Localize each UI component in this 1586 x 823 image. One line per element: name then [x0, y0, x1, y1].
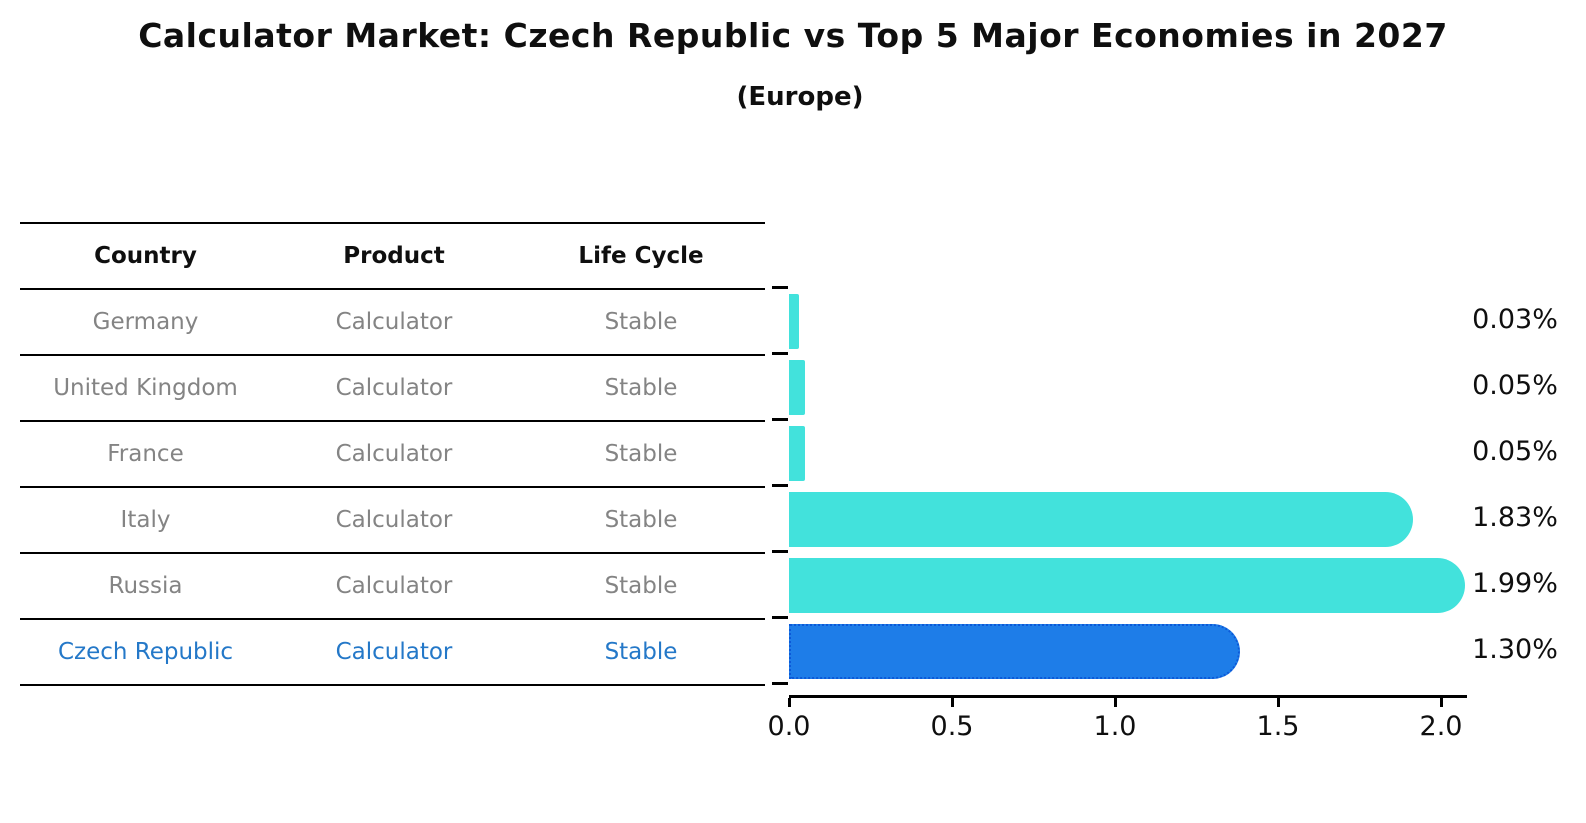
x-tick-label: 0.0 [767, 711, 811, 742]
y-tick [772, 418, 788, 421]
table-row-czech-republic: Czech Republic Calculator Stable [20, 620, 765, 686]
cell-life-cycle: Stable [604, 573, 678, 599]
cell-life-cycle: Stable [604, 507, 678, 533]
bar-czech-republic [789, 623, 1240, 679]
y-tick [772, 550, 788, 553]
cell-product: Calculator [335, 375, 453, 401]
bar-united-kingdom [789, 359, 805, 415]
cell-country: France [107, 441, 184, 467]
bar-italy [789, 491, 1413, 547]
table-row-italy: Italy Calculator Stable [20, 488, 765, 554]
cell-life-cycle: Stable [604, 309, 678, 335]
y-tick [772, 352, 788, 355]
value-label: 1.83% [1472, 502, 1558, 533]
cell-life-cycle: Stable [604, 441, 678, 467]
bar-france [789, 425, 805, 481]
bar-russia [789, 557, 1465, 613]
value-label: 0.05% [1472, 370, 1558, 401]
value-label: 1.30% [1472, 634, 1558, 665]
cell-product: Calculator [335, 573, 453, 599]
y-tick [772, 484, 788, 487]
x-tick-label: 2.0 [1419, 711, 1463, 742]
cell-product: Calculator [335, 507, 453, 533]
cell-product: Calculator [335, 639, 453, 665]
value-label: 0.05% [1472, 436, 1558, 467]
y-tick [772, 682, 788, 685]
cell-country: United Kingdom [53, 375, 238, 401]
x-tick [1113, 698, 1117, 707]
x-tick [1439, 698, 1443, 707]
cell-life-cycle: Stable [604, 639, 678, 665]
bar-germany [789, 293, 799, 349]
table-row-russia: Russia Calculator Stable [20, 554, 765, 620]
x-tick [1276, 698, 1280, 707]
page-subtitle: (Europe) [736, 82, 864, 112]
x-tick-label: 1.5 [1256, 711, 1300, 742]
cell-country: Germany [92, 309, 199, 335]
x-tick [787, 698, 791, 707]
value-label: 1.99% [1472, 568, 1558, 599]
cell-country: Czech Republic [57, 639, 234, 665]
cell-country: Russia [108, 573, 183, 599]
table-row-france: France Calculator Stable [20, 422, 765, 488]
header-cell-product: Product [343, 243, 445, 269]
cell-product: Calculator [335, 309, 453, 335]
x-axis-line [789, 695, 1467, 698]
y-tick [772, 616, 788, 619]
cell-life-cycle: Stable [604, 375, 678, 401]
page-title: Calculator Market: Czech Republic vs Top… [138, 16, 1448, 55]
table-header-row: Country Product Life Cycle [20, 224, 765, 290]
header-cell-country: Country [94, 243, 197, 269]
value-label: 0.03% [1472, 304, 1558, 335]
x-tick [950, 698, 954, 707]
header-cell-life-cycle: Life Cycle [578, 243, 704, 269]
x-tick-label: 0.5 [930, 711, 974, 742]
table-row-united-kingdom: United Kingdom Calculator Stable [20, 356, 765, 422]
cell-country: Italy [120, 507, 171, 533]
data-table: Country Product Life Cycle Germany Calcu… [20, 222, 765, 686]
table-row-germany: Germany Calculator Stable [20, 290, 765, 356]
y-tick [772, 286, 788, 289]
x-tick-label: 1.0 [1093, 711, 1137, 742]
cell-product: Calculator [335, 441, 453, 467]
